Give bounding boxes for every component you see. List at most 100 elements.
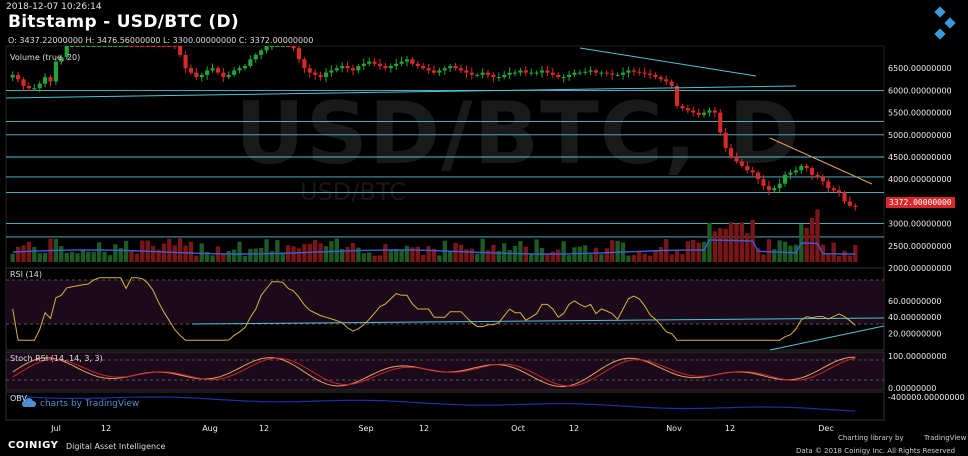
- candle-body: [232, 70, 237, 75]
- volume-bar: [496, 251, 501, 262]
- candle-body: [372, 61, 377, 64]
- volume-bar: [334, 238, 339, 262]
- candle-body: [658, 77, 663, 80]
- volume-bar: [21, 245, 26, 262]
- candle-body: [669, 81, 674, 86]
- tradingview-credit-link[interactable]: charts by TradingView: [40, 399, 140, 409]
- pane-stoch: [5, 351, 885, 391]
- candle-body: [799, 165, 804, 171]
- volume-bar: [210, 255, 215, 262]
- volume-bar: [421, 254, 426, 262]
- coinigy-wordmark: COINIGY: [8, 440, 59, 451]
- volume-bar: [653, 250, 658, 262]
- candle-body: [464, 70, 469, 73]
- candle-body: [561, 77, 566, 79]
- candle-body: [313, 72, 318, 75]
- candle-body: [318, 74, 323, 78]
- volume-bar: [842, 250, 847, 262]
- volume-bar: [448, 250, 453, 262]
- volume-bar: [394, 248, 399, 262]
- candle-body: [793, 170, 798, 173]
- volume-bar: [383, 244, 388, 262]
- candle-body: [259, 50, 264, 55]
- volume-bar: [86, 251, 91, 262]
- candle-body: [113, 46, 118, 47]
- volume-bar: [123, 240, 129, 262]
- candle-body: [475, 74, 480, 76]
- volume-bar: [723, 228, 728, 262]
- volume-bar: [194, 255, 199, 262]
- candle-body: [458, 68, 464, 71]
- candle-body: [53, 61, 58, 82]
- candle-body: [496, 77, 501, 79]
- pane-obv: [5, 391, 885, 421]
- candle-body: [831, 188, 836, 191]
- y-tick-label-3: 5000.00000000: [888, 131, 952, 140]
- candle-body: [377, 63, 383, 66]
- candle-body: [286, 46, 291, 47]
- volume-bar: [831, 242, 836, 262]
- candle-body: [431, 70, 437, 73]
- candle-body: [518, 70, 523, 73]
- volume-bar: [372, 255, 377, 262]
- volume-bar: [772, 249, 777, 262]
- volume-bar: [226, 250, 231, 262]
- volume-bar: [167, 238, 172, 262]
- volume-bar: [572, 247, 577, 262]
- candle-body: [577, 72, 582, 74]
- candle-body: [178, 46, 183, 55]
- copyright-note: Data © 2018 Coinigy Inc. All Rights Rese…: [796, 447, 956, 455]
- candle-body: [545, 70, 550, 73]
- tradingview-cloud-icon: [22, 398, 36, 407]
- volume-bar: [253, 248, 258, 262]
- volume-bar: [777, 240, 782, 262]
- candle-body: [345, 65, 350, 69]
- volume-bar: [539, 247, 545, 262]
- candle-body: [491, 74, 496, 78]
- volume-bar: [10, 253, 15, 262]
- candle-body: [253, 54, 258, 60]
- y-tick-label-9: 2000.00000000: [888, 264, 952, 273]
- timestamp: 2018-12-07 10:26:14: [6, 2, 102, 12]
- x-tick-label-7: 12: [569, 424, 579, 433]
- candle-body: [16, 74, 21, 80]
- y-tick-label-5: 4000.00000000: [888, 175, 952, 184]
- candle-body: [647, 73, 653, 75]
- x-tick-label-2: Aug: [202, 424, 218, 433]
- volume-bar: [485, 250, 491, 262]
- candle-body: [707, 110, 712, 113]
- candle-body: [410, 59, 415, 64]
- x-tick-label-3: 12: [259, 424, 269, 433]
- candle-body: [334, 68, 339, 71]
- volume-bar: [507, 249, 512, 262]
- candle-body: [140, 46, 145, 47]
- x-tick-label-10: Dec: [818, 424, 833, 433]
- candle-body: [383, 65, 388, 69]
- candle-body: [215, 68, 221, 73]
- volume-bar: [37, 253, 42, 262]
- volume-bar: [475, 253, 480, 262]
- candle-body: [512, 72, 518, 74]
- candle-body: [361, 63, 366, 66]
- candle-body: [156, 46, 161, 47]
- candle-body: [307, 68, 312, 73]
- candle-body: [842, 192, 847, 202]
- candle-body: [248, 59, 253, 66]
- volume-bar: [588, 254, 593, 262]
- ohlc-readout: O: 3437.22000000 H: 3476.56000000 L: 330…: [8, 36, 314, 45]
- rsi-trend-cyan: [191, 317, 885, 325]
- candle-body: [550, 72, 555, 75]
- volume-bar: [534, 239, 539, 262]
- candle-body: [221, 72, 226, 78]
- candle-body: [637, 71, 642, 73]
- x-tick-label-0: Jul: [50, 424, 61, 433]
- candle-body: [685, 108, 690, 111]
- candle-body: [534, 72, 539, 74]
- candle-body: [388, 65, 393, 69]
- candle-body: [572, 72, 577, 75]
- candle-body: [161, 46, 166, 47]
- candle-body: [745, 165, 750, 171]
- candle-body: [523, 70, 528, 73]
- horizontal-levels: [6, 89, 884, 238]
